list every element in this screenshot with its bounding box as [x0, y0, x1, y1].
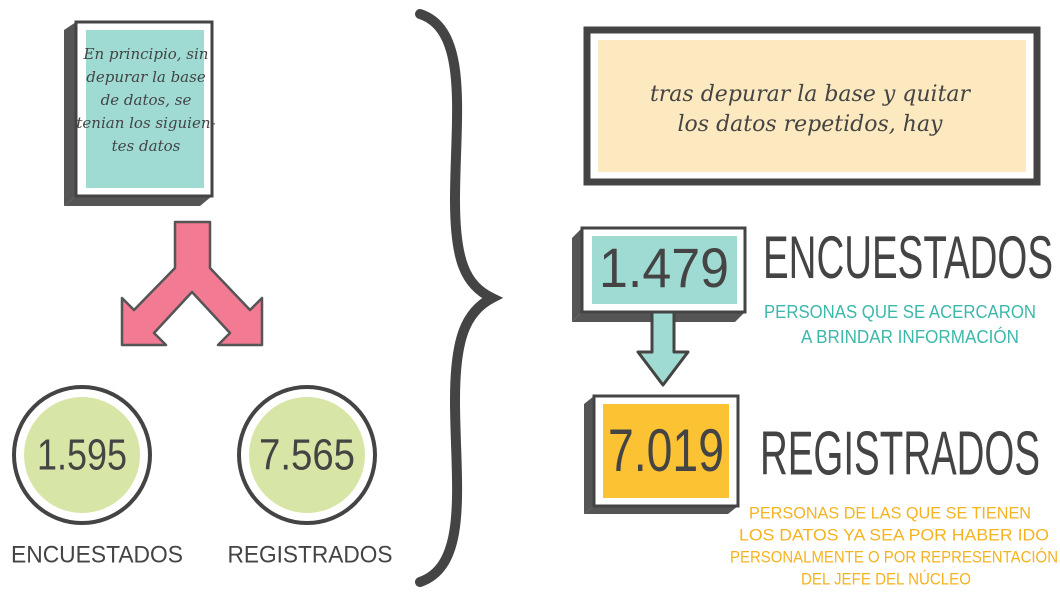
stat-label: REGISTRADOS — [760, 419, 1040, 488]
stat-value: 7.019 — [608, 417, 724, 484]
stat-value: 7.565 — [259, 431, 355, 480]
stat-description: PERSONAS DE LAS QUE SE TIENEN — [749, 503, 1031, 522]
stat-description: LOS DATOS YA SEA POR HABER IDO — [739, 525, 1049, 544]
left-box-line: depurar la base — [86, 68, 206, 86]
left-box-line: tes datos — [112, 137, 181, 155]
stat-description: A BRINDAR INFORMACIÓN — [801, 326, 1019, 347]
split-arrow — [120, 220, 264, 347]
left-box-line: de datos, se — [101, 91, 192, 109]
left-stat: 7.565 REGISTRADOS — [228, 385, 393, 568]
right-box-line: tras depurar la base y quitar — [650, 82, 972, 107]
left-box-line: tenian los siguien- — [76, 114, 215, 132]
left-box: En principio, sin depurar la base de dat… — [64, 20, 216, 206]
stat-description: DEL JEFE DEL NÚCLEO — [801, 569, 971, 588]
right-box: tras depurar la base y quitar los datos … — [583, 26, 1041, 186]
right-box-line: los datos repetidos, hay — [678, 112, 944, 137]
down-arrow — [636, 310, 690, 387]
stat-value: 1.479 — [599, 236, 729, 299]
stat-value: 1.595 — [37, 431, 127, 480]
right-stat: 1.479 ENCUESTADOS PERSONAS QUE SE ACERCA… — [572, 224, 1053, 387]
brace — [415, 9, 504, 587]
stat-label: ENCUESTADOS — [763, 224, 1053, 291]
right-stat: 7.019 REGISTRADOS PERSONAS DE LAS QUE SE… — [584, 394, 1058, 588]
left-box-line: En principio, sin — [83, 45, 209, 63]
left-stat: 1.595 ENCUESTADOS — [11, 385, 183, 568]
stat-label: ENCUESTADOS — [11, 541, 183, 568]
stat-label: REGISTRADOS — [228, 541, 393, 568]
stat-description: PERSONALMENTE O POR REPRESENTACIÓN — [730, 547, 1058, 566]
stat-description: PERSONAS QUE SE ACERCARON — [764, 302, 1036, 322]
